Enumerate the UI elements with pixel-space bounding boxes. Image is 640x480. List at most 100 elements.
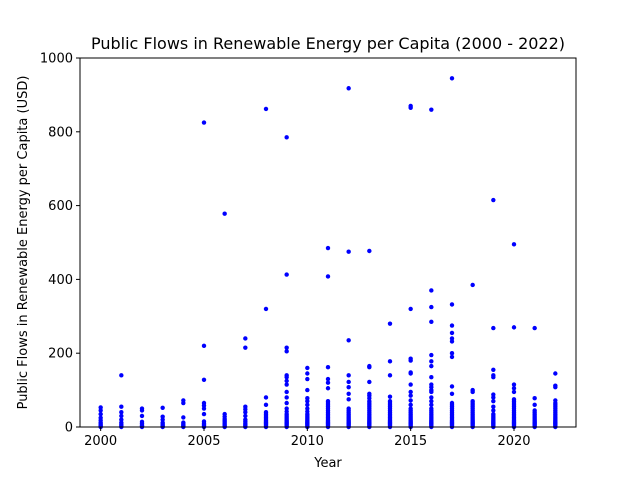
- data-point: [201, 400, 207, 406]
- data-point: [532, 396, 537, 401]
- data-point: [449, 336, 455, 341]
- data-point: [532, 408, 537, 413]
- data-point: [305, 387, 310, 393]
- data-point: [511, 242, 517, 247]
- data-point: [160, 414, 165, 419]
- data-point: [325, 365, 331, 370]
- data-point: [429, 288, 434, 293]
- data-point: [532, 325, 537, 331]
- data-point: [491, 392, 496, 397]
- data-point: [470, 282, 475, 288]
- data-point: [449, 391, 455, 396]
- data-point: [284, 382, 289, 387]
- data-point: [201, 343, 207, 349]
- data-point: [346, 397, 351, 402]
- data-point: [553, 383, 558, 388]
- data-point: [449, 76, 455, 81]
- data-point: [346, 384, 351, 390]
- data-point: [305, 406, 310, 411]
- x-axis-label: Year: [313, 456, 342, 471]
- data-point: [367, 248, 372, 254]
- data-point: [491, 404, 496, 409]
- data-point: [325, 398, 331, 404]
- x-tick-label: 2005: [187, 434, 220, 449]
- x-tick-label: 2000: [84, 434, 117, 449]
- data-point: [346, 406, 351, 411]
- data-point: [408, 398, 413, 403]
- data-point: [429, 382, 434, 387]
- data-point: [387, 359, 393, 364]
- data-point: [139, 413, 145, 419]
- data-point: [325, 380, 331, 385]
- data-point: [284, 378, 289, 384]
- data-point: [449, 330, 455, 336]
- y-axis-ticks: 0 200 400 600 800 1000: [40, 52, 80, 436]
- data-point: [263, 306, 269, 312]
- data-point: [429, 107, 434, 112]
- data-point: [449, 354, 455, 360]
- data-point: [325, 376, 331, 382]
- data-point: [449, 384, 455, 389]
- data-point: [532, 402, 537, 408]
- data-point: [98, 411, 103, 417]
- data-point: [222, 411, 227, 417]
- data-point: [346, 86, 351, 91]
- data-point: [201, 120, 207, 125]
- data-point: [305, 365, 310, 371]
- data-point: [470, 387, 475, 393]
- plot-frame: [79, 57, 577, 428]
- data-point: [367, 379, 372, 385]
- data-point: [243, 404, 248, 409]
- data-point: [119, 404, 124, 409]
- data-point: [119, 410, 124, 415]
- data-point: [325, 245, 331, 251]
- data-point: [491, 325, 496, 331]
- data-point: [408, 406, 413, 411]
- data-point: [429, 319, 434, 325]
- x-tick-label: 2015: [394, 434, 427, 449]
- data-point: [511, 386, 517, 391]
- data-point: [305, 402, 310, 408]
- data-point: [284, 400, 289, 406]
- data-point: [408, 103, 413, 109]
- data-point: [201, 411, 207, 417]
- data-point: [429, 363, 434, 369]
- data-point: [222, 211, 227, 216]
- data-point: [491, 411, 496, 417]
- y-axis-label: Public Flows in Renewable Energy per Cap…: [16, 76, 31, 410]
- data-point: [449, 302, 455, 307]
- data-point: [119, 373, 124, 378]
- data-point: [139, 419, 145, 425]
- data-point: [284, 349, 289, 354]
- y-tick-label: 1000: [40, 52, 73, 67]
- data-point: [387, 321, 393, 326]
- data-point: [367, 391, 372, 396]
- data-points: [98, 76, 558, 430]
- data-point: [284, 345, 289, 350]
- data-point: [408, 306, 413, 312]
- data-point: [491, 398, 496, 404]
- data-point: [449, 400, 455, 406]
- data-point: [449, 323, 455, 328]
- data-point: [160, 405, 165, 411]
- y-tick-label: 600: [48, 199, 73, 214]
- data-point: [429, 359, 434, 364]
- data-point: [511, 397, 517, 402]
- data-point: [553, 371, 558, 376]
- x-tick-label: 2010: [291, 434, 324, 449]
- data-point: [263, 410, 269, 415]
- chart-title: Public Flows in Renewable Energy per Cap…: [91, 34, 565, 53]
- data-point: [429, 374, 434, 380]
- data-point: [511, 382, 517, 387]
- y-tick-label: 800: [48, 125, 73, 140]
- data-point: [305, 376, 310, 382]
- y-tick-label: 200: [48, 347, 73, 362]
- data-point: [346, 373, 351, 378]
- data-point: [491, 373, 496, 378]
- data-point: [243, 413, 248, 419]
- data-point: [408, 370, 413, 375]
- data-point: [346, 338, 351, 343]
- data-point: [408, 393, 413, 398]
- data-point: [511, 325, 517, 330]
